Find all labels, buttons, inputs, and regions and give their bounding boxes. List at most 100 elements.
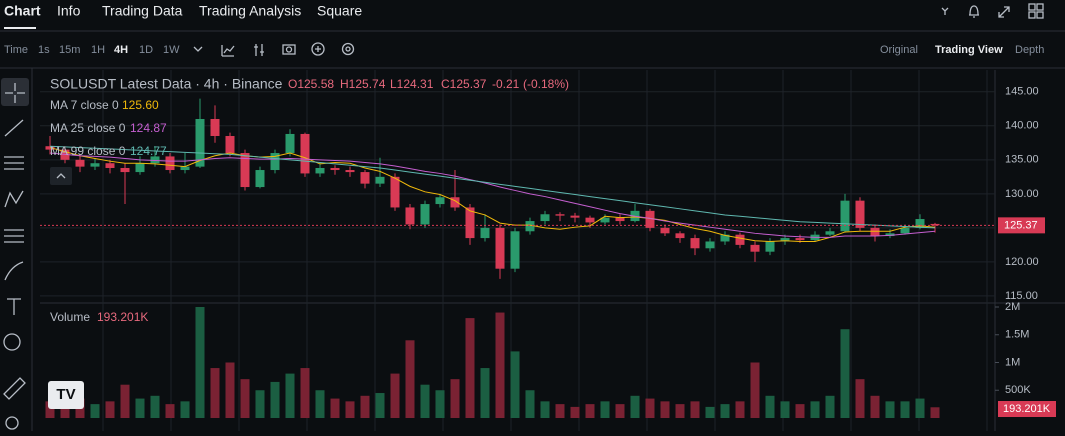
settings-icon[interactable]: [345, 46, 351, 52]
change: -0.21: [492, 77, 520, 91]
text-icon[interactable]: [7, 298, 21, 315]
candle-body: [75, 159, 85, 167]
active-tool[interactable]: [1, 78, 29, 106]
add-icon[interactable]: [315, 46, 321, 52]
view-option-active[interactable]: Trading View: [935, 44, 1003, 56]
volume-bar: [315, 390, 325, 418]
volume-bar: [855, 379, 865, 418]
candle-type-icon[interactable]: [254, 44, 264, 56]
volume-bar: [150, 395, 160, 418]
ma-legend-value: 124.77: [130, 144, 167, 158]
ma-line: [49, 145, 936, 229]
lines-icon[interactable]: [4, 156, 24, 170]
tab[interactable]: Info: [57, 3, 81, 19]
pattern-icon[interactable]: [4, 190, 24, 208]
candle-body: [600, 217, 610, 223]
interval[interactable]: 1H: [91, 44, 105, 56]
crosshair-icon[interactable]: [5, 83, 25, 103]
candle-body: [765, 241, 775, 252]
ruler-icon[interactable]: [3, 377, 26, 400]
candle-body: [345, 170, 355, 173]
candle-body: [915, 219, 925, 228]
y-tick-label: 135.00: [1005, 154, 1039, 166]
candle-body: [675, 233, 685, 239]
legend: SOLUSDT Latest Data · 4h · Binance O125.…: [48, 76, 569, 409]
fib-icon[interactable]: [4, 229, 24, 243]
ohlc-close: C125.37: [441, 77, 487, 91]
last-price-label: 125.37: [1004, 219, 1038, 231]
indicator-icon[interactable]: [221, 45, 235, 57]
volume-bar: [765, 395, 775, 418]
interval[interactable]: 1D: [139, 44, 153, 56]
volume-bar: [840, 329, 850, 418]
dropdown-icon[interactable]: [193, 46, 203, 52]
candle-body: [300, 133, 310, 174]
interval[interactable]: Time: [4, 44, 28, 56]
volume-bar: [45, 401, 55, 418]
candle-body: [195, 118, 205, 167]
candle-body: [645, 210, 655, 228]
volume-bar: [615, 404, 625, 418]
volume-bar: [465, 318, 475, 418]
candle-body: [135, 163, 145, 173]
bell-icon[interactable]: [969, 5, 979, 18]
volume-bar: [345, 401, 355, 418]
volume-bar: [225, 362, 235, 418]
trendline-icon[interactable]: [4, 119, 24, 137]
ma-line: [49, 152, 936, 238]
interval[interactable]: 1s: [38, 44, 50, 56]
interval-active[interactable]: 4H: [114, 44, 128, 56]
candle-body: [555, 214, 565, 216]
top-icons: [193, 3, 1044, 57]
tv-logo: [48, 381, 84, 409]
volume-tag: [998, 401, 1056, 417]
emoji-icon[interactable]: [3, 333, 21, 351]
collapse-icon[interactable]: [56, 173, 66, 179]
y-tick-label: 130.00: [1005, 188, 1039, 200]
candle-body: [330, 167, 340, 171]
ai-icon[interactable]: [941, 7, 949, 15]
grid-icon[interactable]: [1028, 3, 1036, 11]
interval[interactable]: 1W: [163, 44, 180, 56]
candle-body: [510, 231, 520, 269]
volume-bar: [705, 406, 715, 418]
collapse-button[interactable]: [50, 167, 72, 185]
camera-icon[interactable]: [282, 44, 296, 55]
grid-icon[interactable]: [1028, 11, 1036, 19]
candle-body: [825, 231, 835, 235]
camera-icon[interactable]: [285, 46, 293, 53]
candle-body: [435, 197, 445, 205]
ohlc-high: H125.74: [340, 77, 386, 91]
y-tick-label: 145.00: [1005, 86, 1039, 98]
add-icon[interactable]: [311, 42, 325, 56]
settings-icon[interactable]: [341, 42, 355, 56]
zoom-icon[interactable]: [5, 416, 19, 430]
candle-body: [780, 238, 790, 242]
grid-icon[interactable]: [1036, 11, 1044, 19]
volume-bar: [930, 407, 940, 418]
tv-logo-text: TV: [56, 386, 75, 403]
view-option[interactable]: Depth: [1015, 44, 1044, 56]
candle-body: [390, 176, 400, 208]
candle-body: [495, 227, 505, 269]
candle-body: [105, 163, 115, 168]
brush-icon[interactable]: [4, 261, 24, 281]
y-tick-label: 140.00: [1005, 120, 1039, 132]
y-tick-label: 120.00: [1005, 256, 1039, 268]
expand-icon[interactable]: [998, 6, 1010, 18]
volume-bar: [360, 395, 370, 418]
tab[interactable]: Square: [317, 3, 362, 19]
interval[interactable]: 15m: [59, 44, 80, 56]
tab[interactable]: Chart: [4, 3, 41, 19]
grid-icon[interactable]: [1036, 3, 1044, 11]
view-option[interactable]: Original: [880, 44, 918, 56]
tab[interactable]: Trading Analysis: [199, 3, 301, 19]
candle-body: [855, 200, 865, 228]
candle-body: [870, 227, 880, 237]
volume-bar: [450, 379, 460, 418]
volume-bar: [195, 307, 205, 418]
candle-body: [210, 118, 220, 137]
tab[interactable]: Trading Data: [102, 3, 183, 19]
candle-body: [450, 197, 460, 208]
volume-bar: [165, 404, 175, 418]
